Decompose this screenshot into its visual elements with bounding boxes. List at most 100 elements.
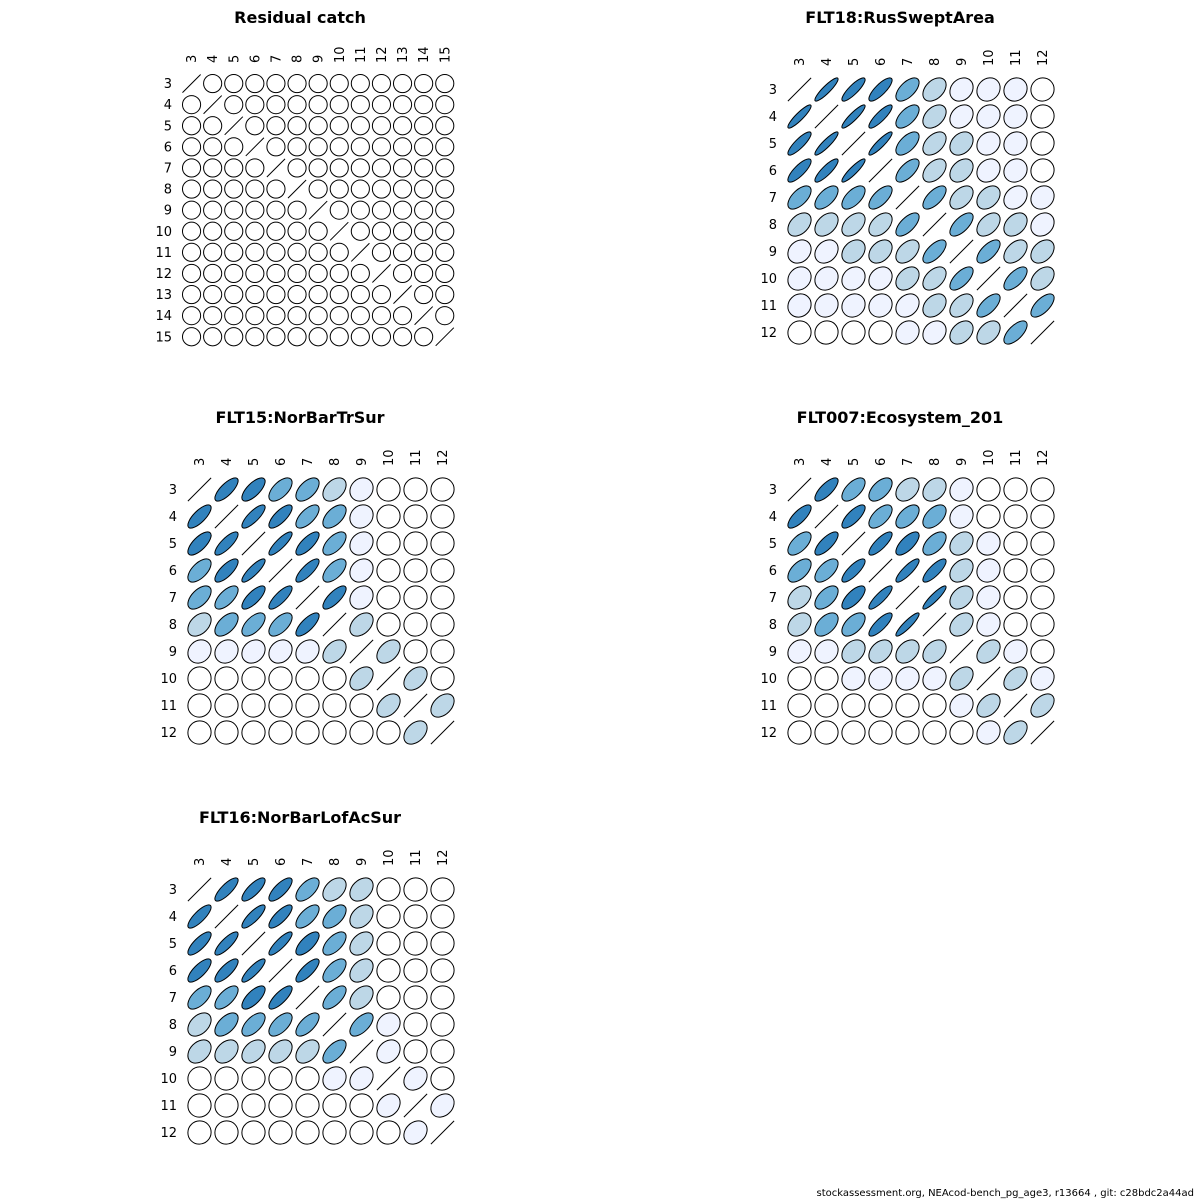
column-tick-label: 6	[874, 458, 889, 466]
correlation-ellipse	[895, 720, 920, 745]
correlation-ellipse	[430, 693, 455, 718]
correlation-ellipse	[241, 1066, 266, 1091]
row-tick-label: 6	[769, 564, 777, 579]
correlation-ellipse	[308, 263, 328, 284]
correlation-ellipse	[841, 612, 866, 637]
correlation-ellipse	[922, 531, 947, 556]
correlation-ellipse	[922, 477, 947, 502]
correlation-ellipse	[214, 531, 239, 556]
correlation-ellipse	[1030, 477, 1055, 502]
correlation-ellipse	[349, 931, 374, 956]
correlation-ellipse	[1003, 585, 1028, 610]
column-tick-label: 7	[301, 458, 316, 466]
correlation-ellipse	[224, 95, 244, 115]
correlation-ellipse	[350, 73, 370, 94]
correlation-ellipse	[430, 985, 455, 1010]
correlation-ellipse	[295, 477, 320, 502]
correlation-ellipse	[1030, 212, 1055, 237]
correlation-ellipse	[895, 531, 920, 556]
correlation-ellipse	[949, 720, 974, 745]
correlation-ellipse	[268, 985, 293, 1010]
row-tick-label: 5	[769, 537, 777, 552]
correlation-ellipse	[430, 504, 455, 529]
row-tick-label: 3	[169, 883, 177, 898]
correlation-ellipse	[308, 95, 328, 115]
correlation-ellipse	[241, 958, 266, 983]
correlation-ellipse	[214, 477, 239, 502]
correlation-ellipse	[895, 293, 920, 318]
correlation-ellipse	[430, 1012, 455, 1037]
correlation-ellipse	[308, 116, 328, 136]
chart-title: FLT15:NorBarTrSur	[215, 408, 384, 427]
correlation-ellipse	[295, 612, 320, 637]
correlation-ellipse	[976, 477, 1001, 502]
column-tick-label: 10	[333, 46, 348, 63]
correlation-ellipse	[435, 179, 455, 199]
correlation-ellipse	[308, 179, 328, 199]
correlation-ellipse	[868, 639, 893, 664]
correlation-ellipse	[214, 1120, 239, 1145]
correlation-ellipse	[976, 293, 1001, 318]
correlation-ellipse	[287, 137, 307, 157]
correlation-ellipse	[814, 185, 839, 210]
correlation-ellipse	[1003, 666, 1028, 691]
correlation-ellipse	[976, 585, 1001, 610]
correlation-ellipse	[329, 116, 349, 136]
correlation-ellipse	[895, 558, 920, 583]
correlation-ellipse	[814, 158, 839, 183]
correlation-ellipse	[266, 95, 286, 115]
row-tick-label: 9	[169, 645, 177, 660]
correlation-ellipse	[349, 720, 374, 745]
correlation-ellipse	[329, 306, 349, 326]
diagonal-cell-line	[1030, 720, 1055, 745]
correlation-ellipse	[245, 158, 265, 178]
correlation-ellipse	[329, 327, 349, 347]
correlation-ellipse	[403, 585, 428, 610]
row-tick-label: 4	[169, 910, 177, 925]
chart-title: FLT18:RusSweptArea	[805, 8, 994, 27]
correlation-ellipse	[203, 263, 223, 284]
correlation-ellipse	[868, 320, 893, 345]
row-tick-label: 8	[769, 618, 777, 633]
column-tick-label: 12	[1036, 49, 1051, 66]
correlation-ellipse	[295, 931, 320, 956]
correlation-ellipse	[187, 531, 212, 556]
correlation-ellipse	[1030, 239, 1055, 264]
correlation-ellipse	[922, 104, 947, 129]
correlation-ellipse	[976, 185, 1001, 210]
row-tick-label: 6	[169, 564, 177, 579]
column-tick-label: 3	[193, 858, 208, 866]
correlation-ellipse	[922, 158, 947, 183]
correlation-ellipse	[1030, 639, 1055, 664]
correlation-ellipse	[895, 212, 920, 237]
correlation-ellipse	[814, 239, 839, 264]
correlation-ellipse	[976, 558, 1001, 583]
correlation-ellipse	[241, 585, 266, 610]
diagonal-cell-line	[376, 1066, 401, 1091]
correlation-ellipse	[371, 327, 392, 347]
correlation-ellipse	[268, 531, 293, 556]
correlation-ellipse	[414, 137, 434, 157]
correlation-ellipse	[922, 639, 947, 664]
row-tick-label: 8	[169, 618, 177, 633]
correlation-ellipse	[322, 1093, 347, 1118]
correlation-ellipse	[949, 212, 974, 237]
correlation-ellipse	[868, 239, 893, 264]
correlation-ellipse	[868, 266, 893, 291]
correlation-ellipse	[266, 221, 286, 241]
correlation-ellipse	[1030, 266, 1055, 291]
diagonal-cell-line	[787, 77, 812, 102]
correlation-ellipse	[203, 137, 223, 157]
correlation-ellipse	[268, 693, 293, 718]
diagonal-cell-line	[224, 116, 244, 136]
correlation-ellipse	[241, 693, 266, 718]
row-tick-label: 11	[760, 299, 777, 314]
correlation-ellipse	[266, 200, 286, 220]
correlation-ellipse	[224, 158, 244, 178]
correlation-ellipse	[403, 958, 428, 983]
diagonal-cell-line	[266, 158, 286, 178]
correlation-ellipse	[841, 504, 866, 529]
column-tick-label: 11	[1009, 49, 1024, 66]
row-tick-label: 5	[169, 937, 177, 952]
correlation-ellipse	[787, 693, 812, 718]
